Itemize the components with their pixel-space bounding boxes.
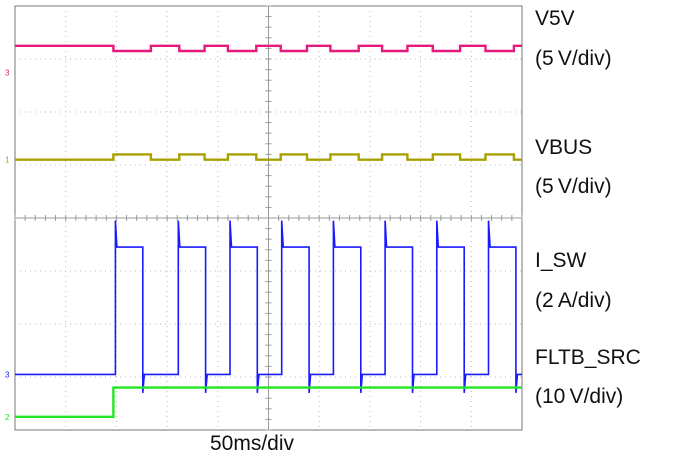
isw-scale-label: (2 A/div) (535, 289, 612, 312)
x-axis-label: 50ms/div (210, 432, 295, 455)
v5v-label: V5V (535, 7, 575, 30)
fltb-src-scale-label: (10 V/div) (535, 385, 624, 408)
v5v-scale-label: (5 V/div) (535, 47, 612, 70)
vbus-label: VBUS (535, 136, 593, 159)
series-vbus-trace (15, 153, 522, 161)
isw-label: I_SW (535, 249, 587, 272)
vbus-scale-label: (5 V/div) (535, 175, 612, 198)
series-isw-trace (15, 220, 522, 393)
channel-marker-i-sw: 3 (5, 370, 10, 379)
channel-marker-fltb-src: 2 (5, 413, 10, 422)
channel-marker-v5v: 3 (5, 68, 10, 77)
series-v5v-trace (15, 44, 522, 53)
series-fltb-src-trace (15, 386, 522, 418)
fltb-src-label: FLTB_SRC (535, 346, 641, 369)
channel-marker-vbus: 1 (5, 156, 10, 165)
